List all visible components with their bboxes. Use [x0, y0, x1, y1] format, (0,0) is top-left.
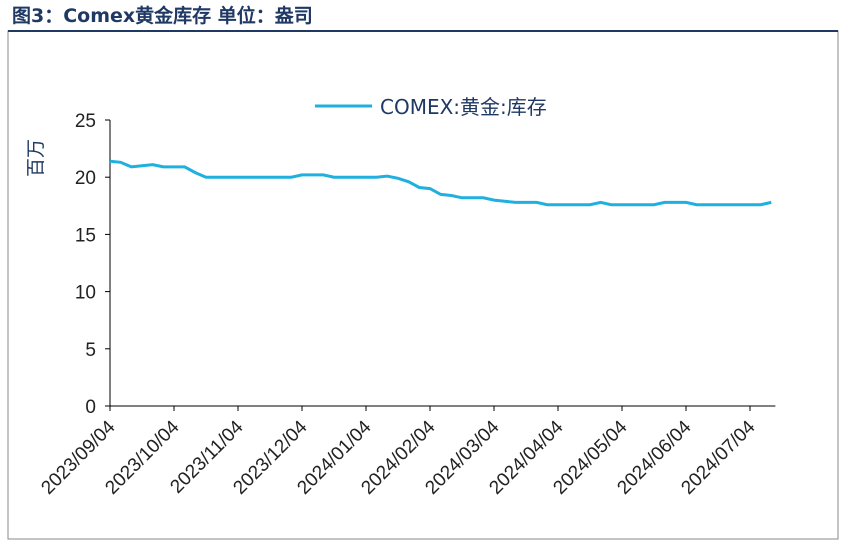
chart-title: 图3：Comex黄金库存 单位：盎司 [12, 4, 313, 27]
y-tick-label: 5 [85, 340, 96, 361]
y-tick-label: 10 [75, 283, 96, 304]
series-line [109, 159, 772, 207]
y-tick-label: 0 [85, 397, 96, 418]
y-axis-label: 百万 [25, 139, 47, 177]
y-tick-label: 15 [75, 225, 96, 246]
y-tick-label: 20 [75, 168, 96, 189]
legend-label: COMEX:黄金:库存 [380, 95, 547, 119]
y-tick-label: 25 [75, 111, 96, 132]
